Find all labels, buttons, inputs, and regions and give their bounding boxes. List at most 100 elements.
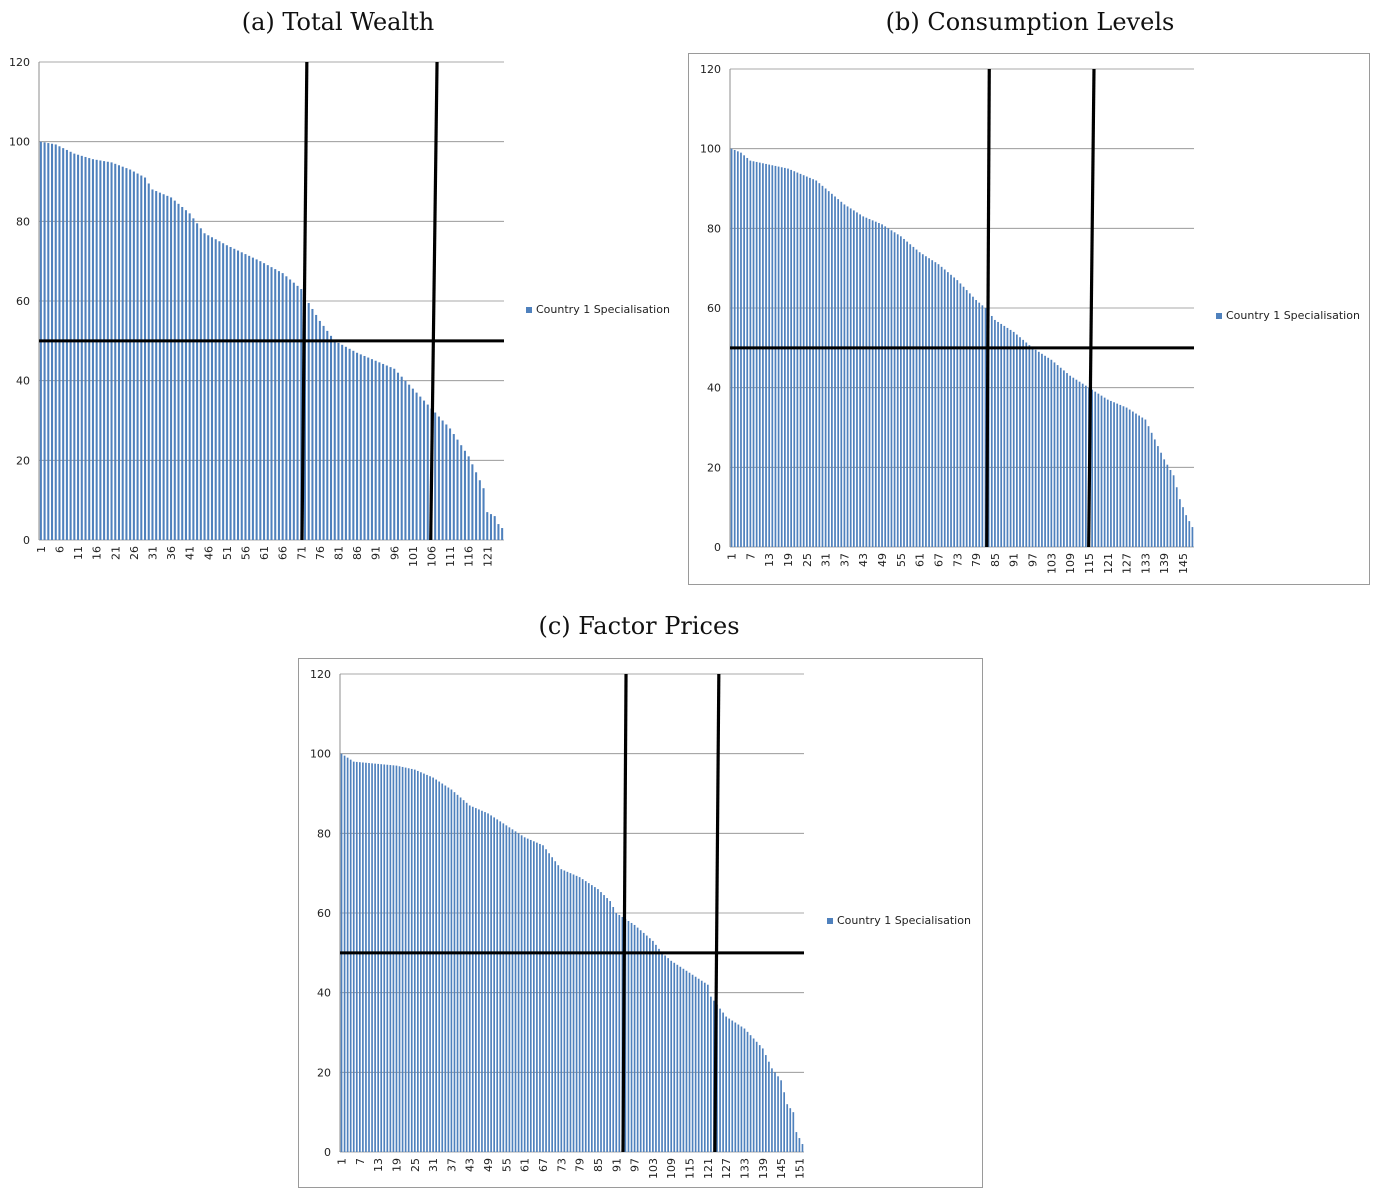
x-tick-label: 19 [782, 553, 795, 567]
y-tick-label: 40 [707, 382, 721, 395]
bar [1153, 439, 1156, 547]
bar [1084, 385, 1087, 547]
bar [1185, 515, 1188, 547]
x-tick-label: 25 [801, 553, 814, 567]
bar [912, 246, 915, 548]
bar [508, 827, 511, 1152]
bar [943, 269, 946, 547]
bar [896, 234, 899, 547]
bar [624, 918, 627, 1152]
bar [821, 185, 824, 547]
bar [658, 948, 660, 1152]
bar [493, 516, 496, 540]
bar [444, 785, 447, 1152]
x-tick-label: 11 [72, 546, 85, 560]
legend-swatch [526, 307, 532, 313]
x-tick-label: 91 [610, 1158, 623, 1172]
x-tick-label: 145 [1177, 553, 1190, 574]
x-tick-label: 73 [555, 1158, 568, 1172]
bar [411, 388, 414, 540]
bar [490, 815, 492, 1152]
bar [1144, 419, 1147, 547]
bar [1147, 426, 1150, 547]
bar [722, 1012, 724, 1152]
bar [218, 241, 221, 540]
bar [1012, 331, 1015, 547]
y-tick-label: 80 [317, 827, 331, 840]
bar [401, 766, 404, 1152]
bar [856, 212, 858, 547]
bar [731, 1020, 734, 1152]
bar [563, 870, 566, 1152]
bar [950, 274, 952, 547]
bar [1016, 334, 1018, 547]
bar [1191, 527, 1194, 547]
bar [799, 173, 802, 547]
bar [396, 372, 400, 540]
bar [117, 165, 121, 540]
x-tick-label: 96 [388, 546, 401, 560]
bar [465, 802, 468, 1152]
bar [285, 276, 288, 540]
threshold-divider [429, 61, 439, 541]
bar [1122, 406, 1125, 547]
bar [1025, 342, 1028, 547]
bar [441, 783, 444, 1152]
caption-c: (c) Factor Prices [538, 612, 740, 640]
bar [959, 283, 962, 547]
x-tick-label: 91 [1008, 553, 1021, 567]
bar [749, 1035, 752, 1152]
bar [587, 883, 590, 1153]
x-tick-label: 85 [989, 553, 1002, 567]
y-tick-label: 80 [16, 215, 30, 228]
bar [740, 1026, 743, 1152]
bar [679, 966, 682, 1152]
bar [419, 396, 422, 540]
bar [95, 159, 98, 540]
x-tick-label: 61 [914, 553, 927, 567]
bar [533, 841, 535, 1152]
bar [915, 249, 918, 547]
legend-swatch [1216, 313, 1222, 319]
bar [956, 280, 959, 547]
x-tick-label: 97 [1027, 553, 1040, 567]
bar [408, 384, 411, 540]
y-tick-label: 100 [310, 748, 331, 761]
bar [502, 823, 505, 1153]
bar [636, 927, 639, 1152]
bar [365, 762, 367, 1152]
bar [1056, 365, 1059, 547]
x-tick-label: 31 [146, 546, 159, 560]
x-tick-label: 37 [445, 1158, 458, 1172]
bar [758, 1045, 761, 1152]
bar [787, 168, 789, 547]
bar [452, 434, 455, 540]
bar [812, 179, 814, 547]
bar [355, 761, 358, 1152]
bar [432, 777, 434, 1152]
bar [790, 169, 792, 547]
bar [404, 767, 407, 1152]
bar [918, 252, 921, 548]
bar [761, 1048, 764, 1152]
bar [371, 763, 373, 1152]
bar [906, 241, 908, 548]
x-tick-label: 109 [665, 1158, 678, 1179]
bar [627, 920, 630, 1152]
bar [900, 236, 902, 548]
bar [990, 315, 993, 547]
x-tick-label: 109 [1064, 553, 1077, 574]
bar [423, 773, 425, 1152]
bar [511, 829, 514, 1152]
bar [691, 974, 694, 1152]
x-tick-label: 67 [537, 1158, 550, 1172]
bar [188, 213, 191, 540]
bar [62, 148, 65, 540]
x-tick-label: 41 [184, 546, 197, 560]
bar [69, 151, 72, 540]
bar [475, 808, 477, 1152]
x-tick-label: 55 [895, 553, 908, 567]
x-tick-label: 127 [1121, 553, 1134, 574]
y-tick-label: 40 [317, 987, 331, 1000]
bar [591, 885, 593, 1152]
